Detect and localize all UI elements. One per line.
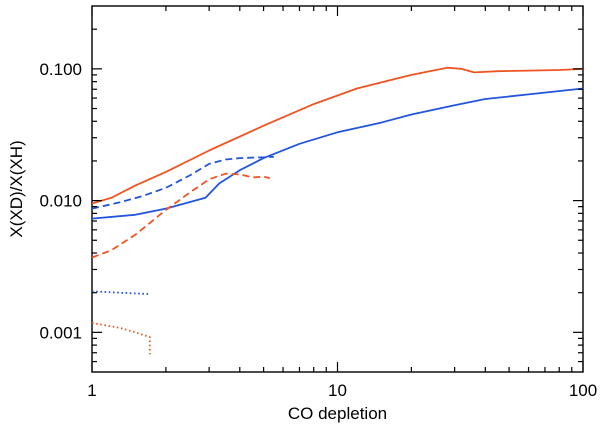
series-line-blue-dotted	[91, 290, 150, 295]
y-tick-label: 0.001	[39, 323, 82, 342]
y-tick-label: 0.100	[39, 60, 82, 79]
series-line-blue-dashed	[91, 155, 274, 210]
x-tick-label: 10	[328, 381, 347, 400]
x-axis-label: CO depletion	[288, 404, 387, 423]
x-tick-label: 100	[569, 381, 597, 400]
series-line-blue-solid	[91, 87, 584, 220]
ticks-layer: 1 10 100 0.001 0.010 0.100	[39, 6, 597, 400]
series-layer	[91, 66, 584, 355]
series-line-red-dashed	[91, 172, 271, 259]
series-line-red-dotted	[91, 322, 151, 355]
y-tick-label: 0.010	[39, 192, 82, 211]
plot-frame	[91, 5, 584, 373]
x-tick-label: 1	[87, 381, 96, 400]
series-line-red-solid	[91, 66, 584, 205]
y-axis-label: X(XD)/X(XH)	[7, 140, 26, 237]
